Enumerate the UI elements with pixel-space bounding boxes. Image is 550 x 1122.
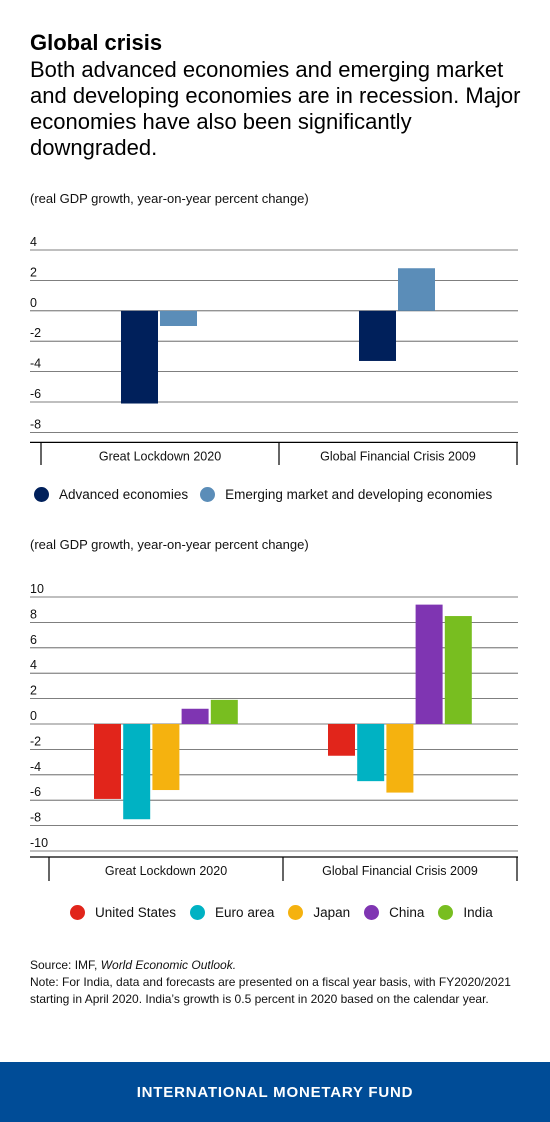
bar-euro-area-great-lockdown-2020	[123, 724, 151, 820]
legend-item-india: India	[438, 905, 493, 920]
x-category-label: Global Financial Crisis 2009	[320, 449, 476, 463]
y-tick-label: -4	[30, 760, 41, 774]
legend-label-india: India	[463, 905, 493, 920]
legend-swatch-japan	[288, 905, 304, 920]
bar-india-great-lockdown-2020	[210, 699, 238, 724]
footer-banner: INTERNATIONAL MONETARY FUND	[0, 1062, 550, 1122]
x-category-label: Global Financial Crisis 2009	[322, 864, 478, 878]
y-tick-label: -6	[30, 785, 41, 799]
y-tick-label: 6	[30, 633, 37, 647]
y-tick-label: -8	[30, 811, 41, 825]
chart2-plot: 10 8 6 4 2 0 -2 -4 -6 -8 -10 Great Lockdown 2020 Glo…	[30, 582, 518, 881]
footer-label: INTERNATIONAL MONETARY FUND	[136, 1083, 414, 1101]
legend-item-emerging: Emerging market and developing economies	[200, 487, 492, 502]
y-tick-label: -6	[30, 387, 41, 401]
bar-china-great-lockdown-2020	[181, 708, 209, 724]
legend-label-euro-area: Euro area	[215, 905, 275, 920]
bar-united-states-global-financial-crisis-2009	[328, 724, 355, 756]
legend-item-united-states: United States	[70, 905, 176, 920]
bar-japan-great-lockdown-2020	[152, 724, 180, 791]
legend-swatch-china	[364, 905, 380, 920]
legend-item-advanced: Advanced economies	[34, 487, 188, 502]
bar-emerging-market-and-developing-economies-great-lockdown-2020	[160, 310, 197, 326]
source-note: Source: IMF, World Economic Outlook. Not…	[30, 957, 525, 1008]
source-publication: World Economic Outlook.	[100, 958, 237, 972]
y-tick-label: 8	[30, 607, 37, 621]
bar-india-global-financial-crisis-2009	[444, 616, 472, 724]
legend-label-china: China	[389, 905, 425, 920]
x-category-label: Great Lockdown 2020	[105, 864, 227, 878]
legend-swatch-united-states	[70, 905, 85, 920]
y-tick-label: 2	[30, 265, 37, 279]
y-tick-label: 4	[30, 658, 37, 672]
y-tick-label: -10	[30, 836, 48, 850]
legend-swatch-advanced	[34, 487, 49, 502]
bar-euro-area-global-financial-crisis-2009	[357, 724, 385, 782]
page-subtitle: Both advanced economies and emerging mar…	[30, 57, 521, 160]
bar-emerging-market-and-developing-economies-global-financial-crisis-2009	[398, 268, 435, 311]
page-title: Global crisis	[30, 30, 163, 55]
legend-swatch-emerging	[200, 487, 216, 502]
y-tick-label: 0	[30, 709, 37, 723]
legend-label-emerging: Emerging market and developing economies	[225, 487, 493, 502]
bar-china-global-financial-crisis-2009	[415, 604, 443, 724]
y-tick-label: -2	[30, 326, 41, 340]
legend-swatch-india	[438, 905, 454, 920]
y-tick-label: 2	[30, 684, 37, 698]
y-tick-label: -2	[30, 734, 41, 748]
chart2-legend: United States Euro area Japan China Indi…	[70, 905, 493, 920]
y-tick-label: 10	[30, 582, 44, 596]
bar-japan-global-financial-crisis-2009	[386, 724, 414, 793]
y-tick-label: -4	[30, 357, 41, 371]
chart2-ylabel: (real GDP growth, year-on-year percent c…	[30, 537, 309, 552]
legend-item-euro-area: Euro area	[190, 905, 274, 920]
legend-item-china: China	[364, 905, 424, 920]
y-tick-label: 0	[30, 296, 37, 310]
legend-label-advanced: Advanced economies	[59, 487, 189, 502]
legend-item-japan: Japan	[288, 905, 350, 920]
source-prefix: Source: IMF,	[30, 958, 101, 972]
source-line: Source: IMF, World Economic Outlook.	[30, 957, 525, 974]
bar-advanced-economies-global-financial-crisis-2009	[359, 310, 396, 361]
legend-swatch-euro-area	[190, 905, 206, 920]
legend-label-united-states: United States	[95, 905, 177, 920]
y-tick-label: -8	[30, 417, 41, 431]
x-category-label: Great Lockdown 2020	[99, 449, 221, 463]
chart1-legend: Advanced economies Emerging market and d…	[34, 487, 492, 502]
chart1-plot: 4 2 0 -2 -4 -6 -8 Great Lockdown 2020 Global Fin…	[30, 235, 518, 465]
bar-united-states-great-lockdown-2020	[94, 724, 121, 799]
note-text: Note: For India, data and forecasts are …	[30, 975, 511, 1006]
legend-label-japan: Japan	[313, 905, 351, 920]
y-tick-label: 4	[30, 235, 37, 249]
bar-advanced-economies-great-lockdown-2020	[121, 310, 158, 404]
chart1-ylabel: (real GDP growth, year-on-year percent c…	[30, 191, 309, 206]
